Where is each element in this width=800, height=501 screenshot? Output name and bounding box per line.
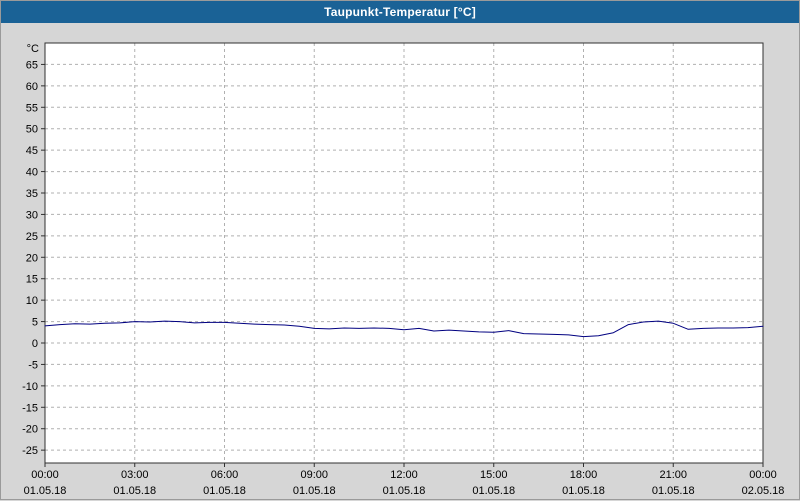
y-tick-label: 20 bbox=[26, 252, 38, 264]
dewpoint-series-line bbox=[44, 320, 764, 338]
y-tick-label: 50 bbox=[26, 124, 38, 136]
axis-labels: °C -25 -20 -15 -10 -5 0 5 10 15 20 25 30 35 40 45 50 55 60… bbox=[22, 43, 784, 497]
x-tick-date-label: 01.05.18 bbox=[472, 485, 515, 497]
y-tick-label: 55 bbox=[26, 102, 38, 114]
y-tick-label: 5 bbox=[32, 317, 38, 329]
chart-area: °C -25 -20 -15 -10 -5 0 5 10 15 20 25 30 35 40 45 50 55 60… bbox=[1, 23, 799, 499]
x-tick-date-label: 01.05.18 bbox=[24, 485, 67, 497]
dewpoint-chart-svg: °C -25 -20 -15 -10 -5 0 5 10 15 20 25 30 35 40 45 50 55 60… bbox=[22, 42, 784, 497]
y-tick-label: 45 bbox=[26, 145, 38, 157]
y-axis-unit-label: °C bbox=[27, 43, 39, 55]
x-tick-time-label: 21:00 bbox=[659, 469, 687, 481]
x-tick-time-label: 00:00 bbox=[31, 469, 59, 481]
x-tick-date-label: 01.05.18 bbox=[383, 485, 426, 497]
x-tick-date-label: 01.05.18 bbox=[113, 485, 156, 497]
x-tick-date-label: 01.05.18 bbox=[203, 485, 246, 497]
window-title: Taupunkt-Temperatur [°C] bbox=[324, 5, 476, 19]
x-tick-time-label: 00:00 bbox=[749, 469, 777, 481]
y-tick-label: -5 bbox=[28, 359, 38, 371]
x-tick-time-label: 18:00 bbox=[570, 469, 598, 481]
x-tick-time-label: 09:00 bbox=[300, 469, 328, 481]
y-tick-label: -20 bbox=[22, 424, 38, 436]
y-tick-label: -15 bbox=[22, 402, 38, 414]
y-tick-label: 65 bbox=[26, 59, 38, 71]
x-tick-date-label: 01.05.18 bbox=[652, 485, 695, 497]
axis-ticks bbox=[41, 63, 764, 467]
gridlines bbox=[45, 43, 763, 463]
x-tick-date-label: 02.05.18 bbox=[742, 485, 785, 497]
x-tick-time-label: 12:00 bbox=[390, 469, 418, 481]
y-tick-label: 25 bbox=[26, 231, 38, 243]
y-tick-label: 60 bbox=[26, 81, 38, 93]
window-titlebar: Taupunkt-Temperatur [°C] bbox=[1, 1, 799, 23]
y-tick-label: -10 bbox=[22, 381, 38, 393]
x-tick-date-label: 01.05.18 bbox=[293, 485, 336, 497]
y-tick-label: 30 bbox=[26, 209, 38, 221]
plot-border bbox=[44, 42, 764, 464]
y-tick-label: 40 bbox=[26, 167, 38, 179]
x-tick-date-label: 01.05.18 bbox=[562, 485, 605, 497]
y-tick-label: 35 bbox=[26, 188, 38, 200]
y-tick-label: 0 bbox=[32, 338, 38, 350]
x-tick-time-label: 03:00 bbox=[121, 469, 149, 481]
y-tick-label: 10 bbox=[26, 295, 38, 307]
x-tick-time-label: 06:00 bbox=[211, 469, 239, 481]
y-tick-label: -25 bbox=[22, 445, 38, 457]
y-tick-label: 15 bbox=[26, 274, 38, 286]
x-tick-time-label: 15:00 bbox=[480, 469, 508, 481]
